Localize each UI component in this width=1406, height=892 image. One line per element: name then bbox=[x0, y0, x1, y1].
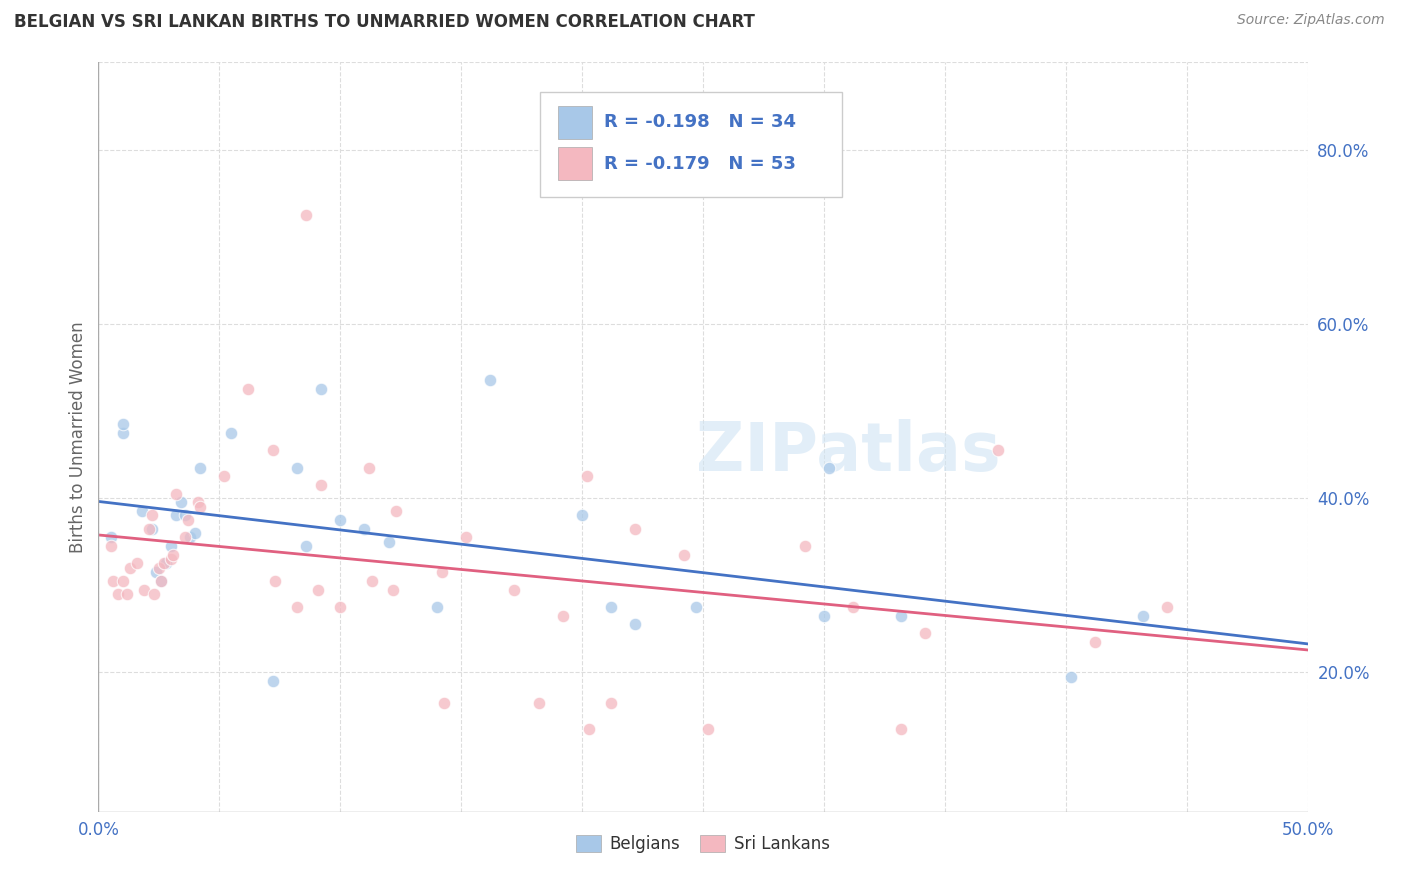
Point bbox=[285, 599, 308, 614]
Point bbox=[624, 617, 647, 632]
Point bbox=[179, 530, 201, 544]
Point bbox=[285, 460, 308, 475]
Text: BELGIAN VS SRI LANKAN BIRTHS TO UNMARRIED WOMEN CORRELATION CHART: BELGIAN VS SRI LANKAN BIRTHS TO UNMARRIE… bbox=[14, 13, 755, 31]
Point bbox=[842, 599, 865, 614]
Point bbox=[160, 552, 183, 566]
Point bbox=[221, 425, 243, 440]
Point bbox=[600, 696, 623, 710]
Point bbox=[141, 522, 163, 536]
Point bbox=[165, 508, 187, 523]
Point bbox=[329, 599, 352, 614]
Point bbox=[111, 425, 134, 440]
Point bbox=[578, 722, 600, 736]
Point bbox=[111, 574, 134, 588]
Point bbox=[914, 626, 936, 640]
Point bbox=[138, 522, 160, 536]
Point bbox=[329, 513, 352, 527]
Point bbox=[696, 722, 718, 736]
Point bbox=[890, 608, 912, 623]
Point bbox=[118, 561, 141, 575]
Point bbox=[150, 574, 173, 588]
Point bbox=[685, 599, 707, 614]
Point bbox=[143, 587, 166, 601]
Point bbox=[188, 500, 211, 514]
Point bbox=[165, 486, 187, 500]
Point bbox=[430, 565, 453, 579]
Point bbox=[527, 696, 550, 710]
Point bbox=[426, 599, 449, 614]
Point bbox=[295, 208, 318, 222]
Point bbox=[117, 587, 139, 601]
Point bbox=[890, 722, 912, 736]
Point bbox=[624, 522, 647, 536]
Point bbox=[309, 382, 332, 396]
Point bbox=[127, 557, 149, 571]
Point bbox=[131, 504, 153, 518]
FancyBboxPatch shape bbox=[558, 105, 592, 139]
Point bbox=[575, 469, 598, 483]
Text: R = -0.179   N = 53: R = -0.179 N = 53 bbox=[603, 154, 796, 172]
Point bbox=[1059, 670, 1081, 684]
Point bbox=[1156, 599, 1178, 614]
Point bbox=[162, 548, 184, 562]
Text: ZIPatlas: ZIPatlas bbox=[696, 419, 1001, 485]
Point bbox=[169, 495, 191, 509]
Point bbox=[174, 508, 197, 523]
Point bbox=[160, 539, 183, 553]
Point bbox=[134, 582, 156, 597]
Point bbox=[262, 443, 284, 458]
Point bbox=[353, 522, 375, 536]
Point bbox=[454, 530, 477, 544]
Point bbox=[152, 557, 174, 571]
Point bbox=[600, 599, 623, 614]
Point bbox=[212, 469, 235, 483]
Point bbox=[141, 508, 163, 523]
FancyBboxPatch shape bbox=[540, 93, 842, 197]
Point bbox=[295, 539, 318, 553]
Point bbox=[309, 478, 332, 492]
Point bbox=[150, 574, 173, 588]
Point bbox=[111, 417, 134, 431]
Point bbox=[238, 382, 260, 396]
Point bbox=[148, 561, 170, 575]
Point bbox=[479, 374, 502, 388]
Point bbox=[817, 460, 839, 475]
Point bbox=[813, 608, 835, 623]
Point bbox=[262, 673, 284, 688]
Point bbox=[377, 534, 399, 549]
Point bbox=[359, 460, 381, 475]
Point bbox=[174, 530, 197, 544]
Point bbox=[145, 565, 167, 579]
Point bbox=[672, 548, 695, 562]
Text: Source: ZipAtlas.com: Source: ZipAtlas.com bbox=[1237, 13, 1385, 28]
Point bbox=[571, 508, 593, 523]
Point bbox=[433, 696, 456, 710]
Point bbox=[100, 530, 122, 544]
Legend: Belgians, Sri Lankans: Belgians, Sri Lankans bbox=[569, 828, 837, 860]
Point bbox=[1084, 635, 1107, 649]
Point bbox=[308, 582, 330, 597]
Point bbox=[382, 582, 405, 597]
Point bbox=[503, 582, 526, 597]
Point bbox=[360, 574, 382, 588]
Point bbox=[100, 539, 122, 553]
Point bbox=[793, 539, 815, 553]
Point bbox=[1132, 608, 1154, 623]
Point bbox=[187, 495, 209, 509]
Point bbox=[107, 587, 129, 601]
Y-axis label: Births to Unmarried Women: Births to Unmarried Women bbox=[69, 321, 87, 553]
Point bbox=[155, 557, 177, 571]
Point bbox=[264, 574, 287, 588]
Point bbox=[177, 513, 200, 527]
Text: R = -0.198   N = 34: R = -0.198 N = 34 bbox=[603, 113, 796, 131]
Point bbox=[101, 574, 124, 588]
Point bbox=[184, 525, 207, 540]
Point bbox=[551, 608, 574, 623]
Point bbox=[188, 460, 211, 475]
FancyBboxPatch shape bbox=[558, 146, 592, 180]
Point bbox=[987, 443, 1010, 458]
Point bbox=[385, 504, 408, 518]
